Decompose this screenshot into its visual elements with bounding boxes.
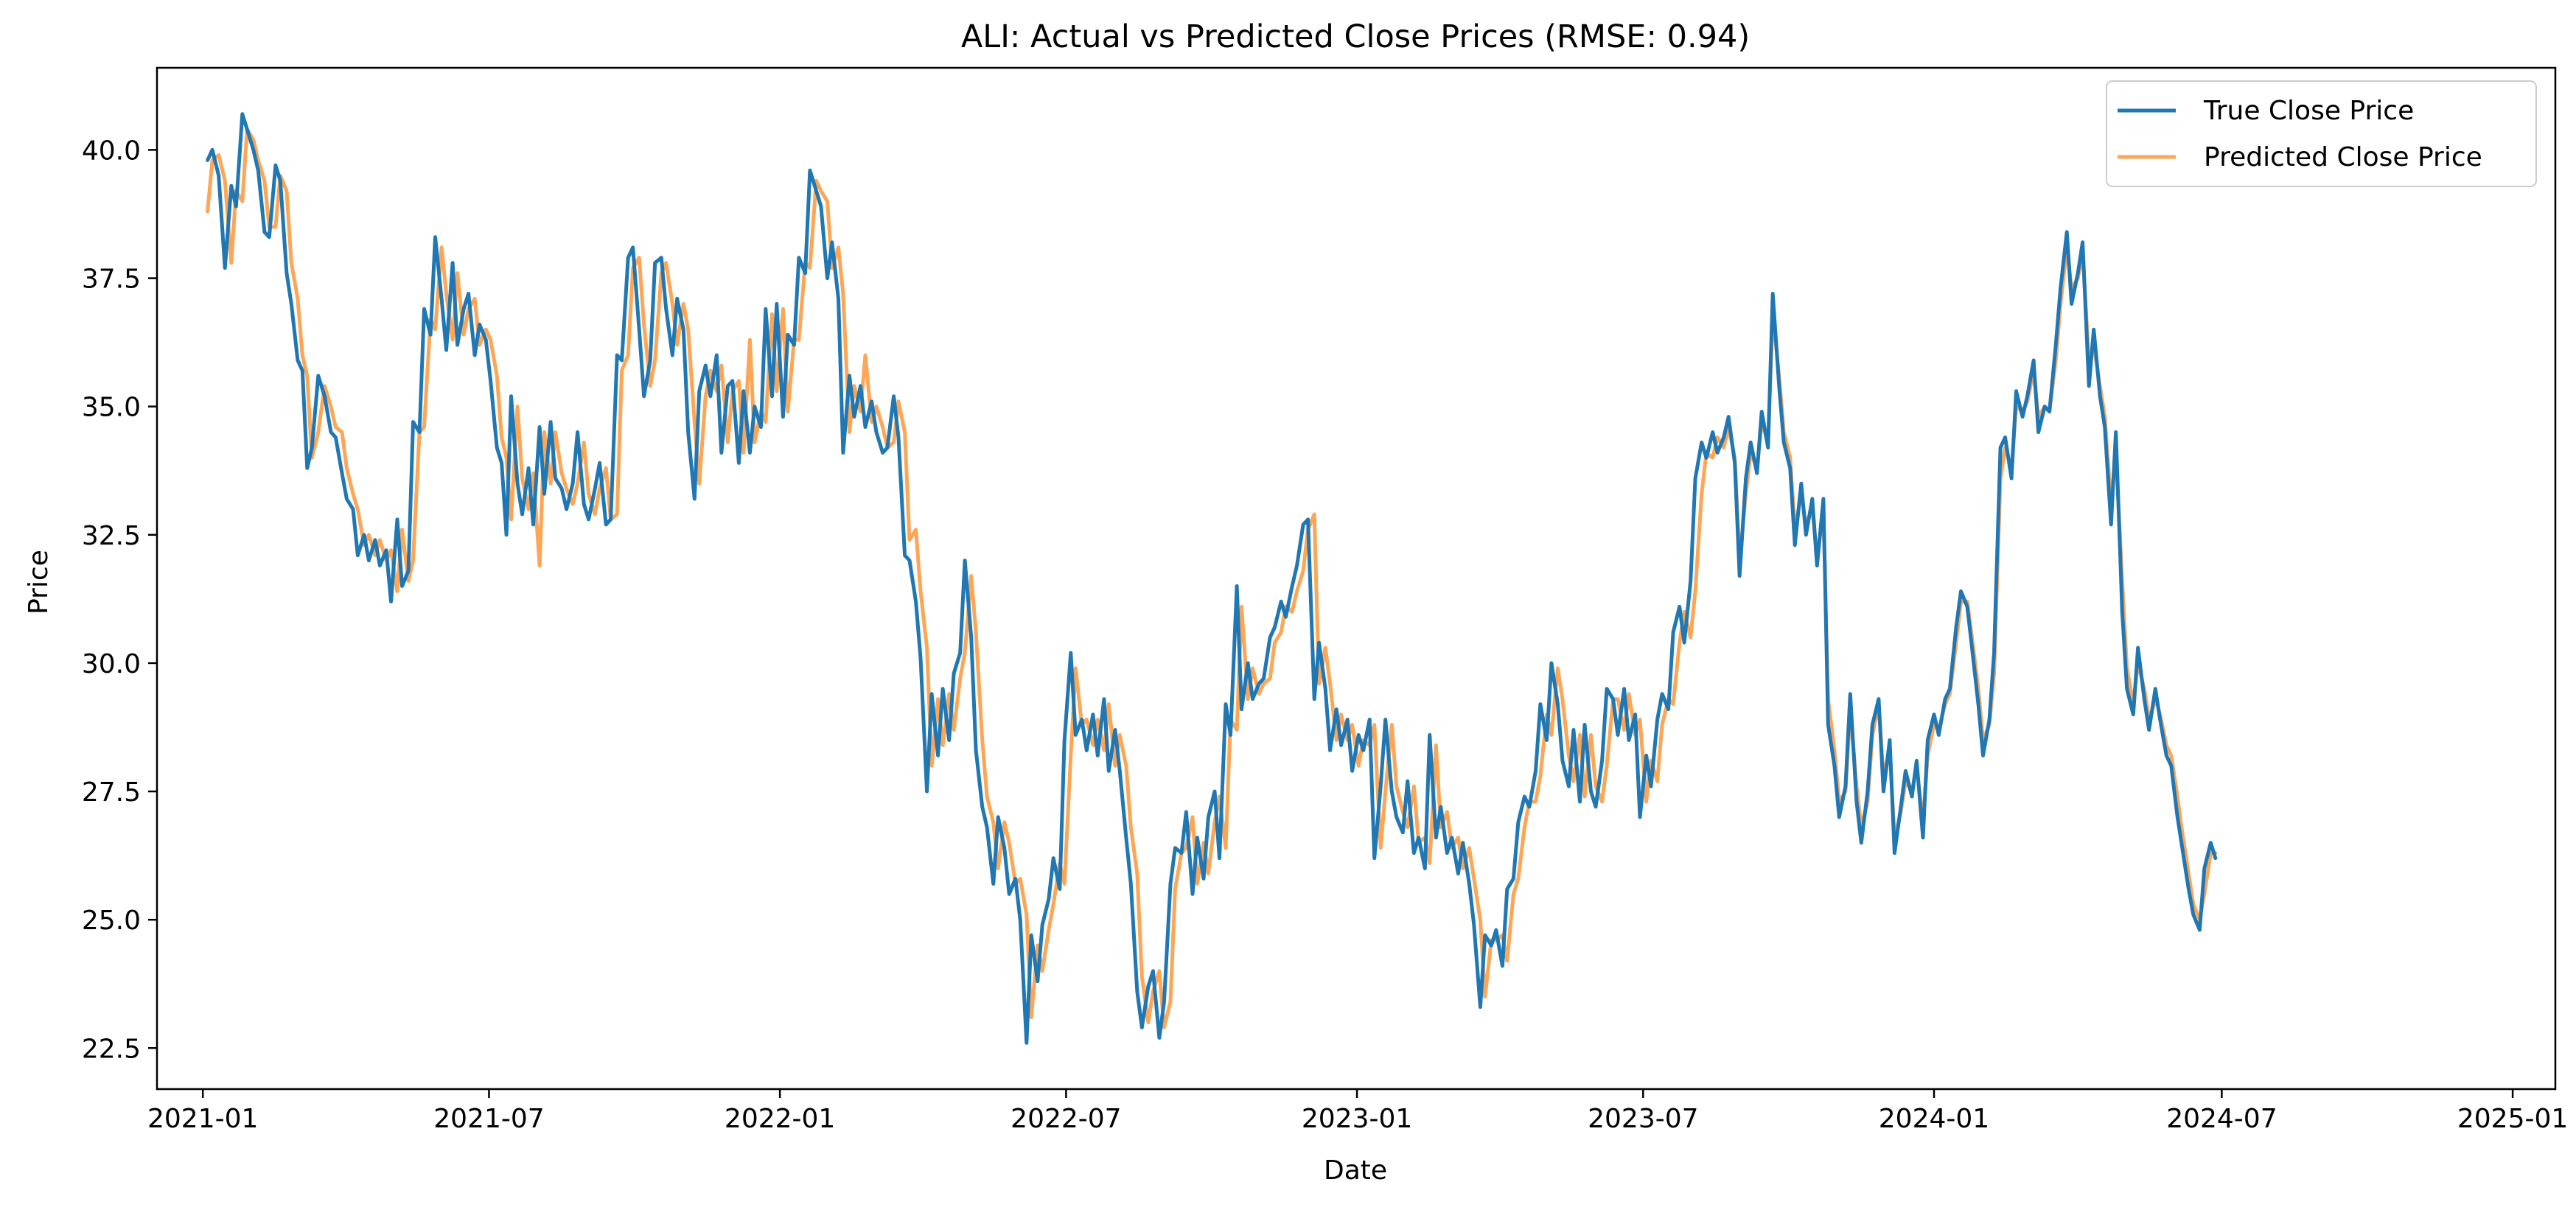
y-tick-label: 37.5 bbox=[82, 265, 141, 295]
legend: True Close Price Predicted Close Price bbox=[2106, 80, 2537, 187]
x-axis: 2021-01 2021-07 2022-01 2022-07 2023-01 2023-… bbox=[147, 1089, 2568, 1134]
y-tick-label: 25.0 bbox=[82, 906, 141, 936]
y-tick-label: 30.0 bbox=[82, 649, 141, 679]
x-tick-label: 2025-01 bbox=[2457, 1104, 2568, 1134]
plot-area bbox=[156, 66, 2557, 1091]
legend-label-true: True Close Price bbox=[2203, 96, 2414, 126]
x-tick-label: 2023-07 bbox=[1588, 1104, 1698, 1134]
series-layer bbox=[206, 112, 2218, 1045]
x-tick-label: 2024-01 bbox=[1879, 1104, 1989, 1134]
x-tick-label: 2022-01 bbox=[725, 1104, 835, 1134]
y-tick-label: 40.0 bbox=[82, 136, 141, 166]
plot-background bbox=[157, 68, 2555, 1089]
legend-label-predicted: Predicted Close Price bbox=[2204, 142, 2482, 172]
y-tick-label: 32.5 bbox=[82, 521, 141, 551]
y-tick-label: 22.5 bbox=[82, 1034, 141, 1064]
chart-title: ALI: Actual vs Predicted Close Prices (R… bbox=[961, 18, 1750, 55]
x-axis-label: Date bbox=[1324, 1155, 1387, 1186]
x-tick-label: 2021-01 bbox=[147, 1104, 258, 1134]
y-tick-label: 35.0 bbox=[82, 393, 141, 423]
y-tick-label: 27.5 bbox=[82, 777, 141, 808]
x-tick-label: 2022-07 bbox=[1010, 1104, 1121, 1134]
x-tick-label: 2021-07 bbox=[433, 1104, 544, 1134]
y-axis: 22.5 25.0 27.5 30.0 32.5 35.0 37.5 40.0 bbox=[82, 136, 157, 1064]
x-tick-label: 2024-07 bbox=[2166, 1104, 2277, 1134]
y-axis-label: Price bbox=[24, 550, 54, 615]
x-tick-label: 2023-01 bbox=[1302, 1104, 1412, 1134]
legend-box bbox=[2106, 80, 2537, 187]
series-line-true-close-price bbox=[206, 112, 2218, 1045]
